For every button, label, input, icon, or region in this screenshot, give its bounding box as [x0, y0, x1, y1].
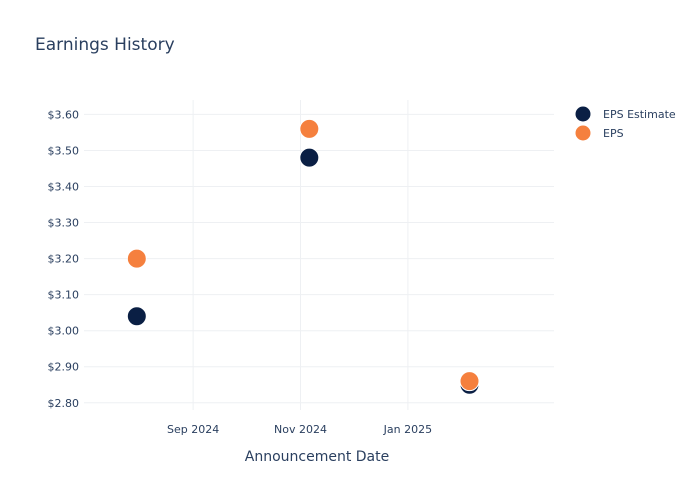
legend-label-eps: EPS — [603, 127, 624, 140]
eps-point — [459, 371, 480, 392]
eps-estimate-point — [126, 306, 147, 327]
data-points — [126, 118, 480, 395]
y-tick-label: $3.10 — [48, 289, 80, 302]
legend-marker-eps-estimate — [575, 106, 591, 122]
y-tick-label: $3.20 — [48, 253, 80, 266]
x-tick-label: Sep 2024 — [167, 423, 219, 436]
x-tick-label: Jan 2025 — [383, 423, 432, 436]
x-tick-label: Nov 2024 — [274, 423, 327, 436]
eps-point — [126, 248, 147, 269]
legend: EPS Estimate EPS — [575, 106, 676, 141]
y-axis-ticks: $2.80 $2.90 $3.00 $3.10 $3.20 $3.30 $3.40 $3.50… — [48, 108, 80, 409]
y-tick-label: $3.50 — [48, 144, 80, 157]
legend-marker-eps — [575, 125, 591, 141]
y-tick-label: $2.90 — [48, 361, 80, 374]
eps-point — [299, 118, 320, 139]
y-tick-label: $3.40 — [48, 181, 80, 194]
x-axis-title: Announcement Date — [245, 449, 389, 465]
x-axis-ticks: Sep 2024 Nov 2024 Jan 2025 — [167, 423, 432, 436]
eps-estimate-point — [299, 147, 320, 168]
y-tick-label: $3.00 — [48, 325, 80, 338]
y-tick-label: $3.60 — [48, 108, 80, 121]
chart-title: Earnings History — [35, 35, 175, 55]
grid-lines — [84, 100, 554, 410]
y-tick-label: $2.80 — [48, 397, 80, 410]
legend-label-eps-estimate: EPS Estimate — [603, 108, 676, 121]
y-tick-label: $3.30 — [48, 217, 80, 230]
